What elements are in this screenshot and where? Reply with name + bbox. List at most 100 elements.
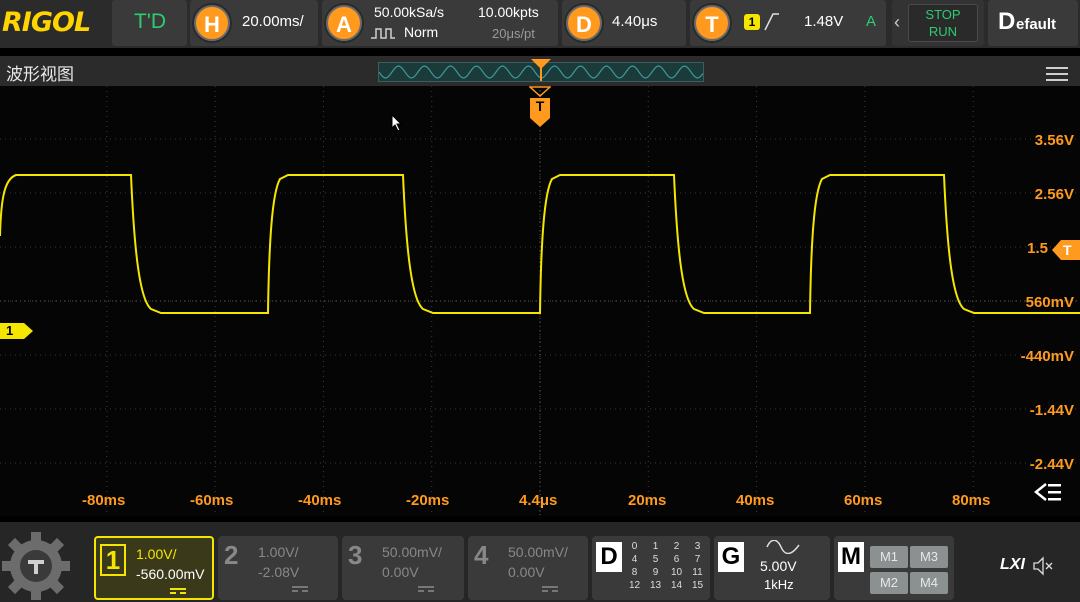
ch1-number: 1: [100, 544, 126, 576]
chevron-left-icon: ‹: [894, 12, 900, 32]
time-label-8: 60ms: [844, 492, 883, 509]
trigger-level-marker[interactable]: T: [1052, 239, 1080, 261]
time-label-4: -20ms: [406, 492, 450, 509]
acquire-key: A: [326, 5, 362, 41]
d2: 2: [673, 541, 680, 552]
default-label-initial: D: [998, 8, 1016, 35]
timebase-value: 20.00ms/: [242, 13, 304, 30]
trigger-panel[interactable]: T 1 1.48V A: [690, 0, 886, 46]
time-label-2: -60ms: [190, 492, 234, 509]
time-label-3: -40ms: [298, 492, 342, 509]
time-label-6: 20ms: [628, 492, 667, 509]
generator-frequency: 1kHz: [764, 577, 794, 592]
math-m1-button[interactable]: M1: [870, 546, 908, 568]
math-m4-button[interactable]: M4: [910, 572, 948, 594]
run-label: RUN: [928, 24, 958, 39]
memory-depth: 10.00kpts: [478, 4, 539, 20]
ch4-coupling-icon: [542, 586, 558, 592]
d0: 0: [631, 541, 638, 552]
ch1-panel[interactable]: 1 1.00V/ -560.00mV: [94, 536, 214, 600]
default-label: efault: [1016, 16, 1057, 33]
vscale-label-2: 2.56V: [1034, 186, 1074, 203]
delay-key: D: [566, 5, 602, 41]
ch2-coupling-icon: [292, 586, 308, 592]
default-button[interactable]: D efault: [988, 0, 1078, 46]
ch1-trace: [0, 174, 1080, 314]
d14: 14: [670, 580, 683, 591]
ch4-panel[interactable]: 4 50.00mV/ 0.00V: [468, 536, 588, 600]
ch3-offset: 0.00V: [382, 564, 419, 580]
math-key: M: [838, 542, 864, 572]
ch4-number: 4: [474, 540, 489, 570]
d11: 11: [692, 567, 703, 578]
ch1-offset-marker[interactable]: 1: [0, 322, 34, 340]
waveform-grid: [0, 86, 1080, 516]
vscale-label-3: 1.5: [1027, 240, 1048, 257]
vscale-label-1: 3.56V: [1034, 132, 1074, 149]
sine-wave-icon: [766, 539, 800, 559]
ch4-offset: 0.00V: [508, 564, 545, 580]
generator-key: G: [718, 542, 744, 572]
trigger-level: 1.48V: [804, 13, 844, 30]
ch3-scale: 50.00mV/: [382, 544, 442, 560]
d9: 9: [652, 567, 659, 578]
time-per-point: 20μs/pt: [492, 26, 535, 41]
waveform-display[interactable]: T 1 T 3.56V 2.56V 1.5 560mV -440mV -1.44…: [0, 86, 1080, 516]
overview-trigger-position-icon: [531, 59, 551, 69]
rigol-logo: RIGOL: [2, 7, 91, 38]
trigger-marker-label: T: [535, 98, 545, 114]
ch3-panel[interactable]: 3 50.00mV/ 0.00V: [342, 536, 464, 600]
math-panel[interactable]: M M1 M3 M2 M4: [834, 536, 954, 600]
bottom-control-bar: 1 1.00V/ -560.00mV 2 1.00V/ -2.08V 3 50.…: [0, 522, 1080, 602]
ch1-scale: 1.00V/: [136, 546, 177, 562]
d4: 4: [631, 554, 638, 565]
td-label: T'D: [134, 10, 167, 33]
top-status-bar: RIGOL T'D H 20.00ms/ A 50.00kSa/s Norm 1…: [0, 0, 1080, 48]
ch2-panel[interactable]: 2 1.00V/ -2.08V: [218, 536, 338, 600]
ch1-coupling-icon: [170, 588, 186, 594]
d15: 15: [691, 580, 704, 591]
d3: 3: [694, 541, 701, 552]
d7: 7: [694, 554, 701, 565]
math-m2-button[interactable]: M2: [870, 572, 908, 594]
generator-panel[interactable]: G 5.00V 1kHz: [714, 536, 830, 600]
menu-icon[interactable]: [1046, 67, 1068, 85]
vscale-label-6: -1.44V: [1029, 402, 1074, 419]
trigger-mode-indicator: A: [866, 13, 877, 30]
ch3-coupling-icon: [418, 586, 434, 592]
settings-gear-icon[interactable]: [0, 526, 78, 602]
speaker-muted-icon[interactable]: [1032, 556, 1054, 581]
ch2-number: 2: [224, 540, 239, 570]
window-title: 波形视图: [6, 65, 74, 85]
lxi-logo: LXI: [1000, 556, 1025, 573]
ch1-marker-label: 1: [6, 323, 14, 338]
ch1-offset: -560.00mV: [136, 566, 205, 582]
time-label-9: 80ms: [952, 492, 991, 509]
acquire-mode: Norm: [404, 24, 439, 40]
trigger-level-marker-label: T: [1063, 242, 1072, 258]
d13: 13: [649, 580, 662, 591]
d10: 10: [670, 567, 683, 578]
acquire-panel[interactable]: A 50.00kSa/s Norm 10.00kpts 20μs/pt: [322, 0, 558, 46]
sample-rate: 50.00kSa/s: [374, 4, 445, 20]
horizontal-panel[interactable]: H 20.00ms/: [190, 0, 318, 46]
ch2-scale: 1.00V/: [258, 544, 299, 560]
ch2-offset: -2.08V: [258, 564, 300, 580]
td-button[interactable]: T'D: [112, 0, 187, 46]
stop-label: STOP: [925, 7, 961, 22]
horizontal-key: H: [194, 5, 230, 41]
d1: 1: [652, 541, 659, 552]
d8: 8: [631, 567, 638, 578]
delay-value: 4.40μs: [612, 13, 658, 30]
time-label-7: 40ms: [736, 492, 775, 509]
vscale-label-4: 560mV: [1025, 294, 1074, 311]
math-m3-button[interactable]: M3: [910, 546, 948, 568]
trigger-position-marker[interactable]: T: [529, 86, 551, 128]
rising-edge-icon: [764, 12, 780, 37]
stop-run-button[interactable]: ‹ STOP RUN: [892, 0, 984, 46]
vscale-label-5: -440mV: [1020, 348, 1074, 365]
ch3-number: 3: [348, 540, 363, 570]
trigger-key: T: [694, 5, 730, 41]
delay-panel[interactable]: D 4.40μs: [562, 0, 686, 46]
